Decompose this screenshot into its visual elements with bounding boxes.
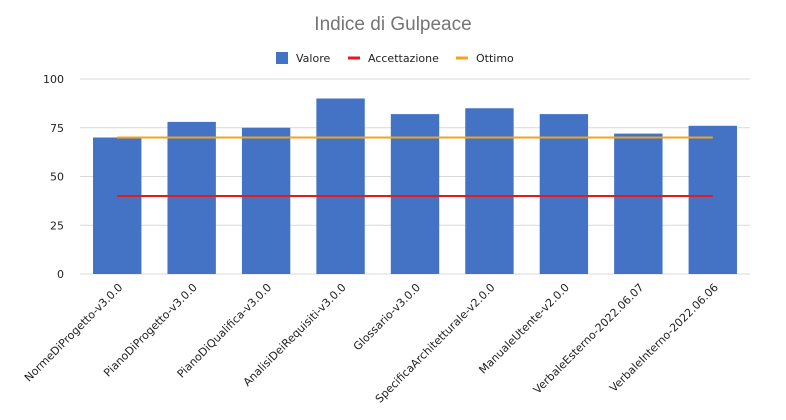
y-tick-label: 50 xyxy=(50,171,64,184)
legend-label: Valore xyxy=(296,52,330,65)
bar xyxy=(688,125,737,274)
bar xyxy=(614,133,663,274)
legend-label: Ottimo xyxy=(476,52,514,65)
bar xyxy=(241,127,291,274)
chart-title: Indice di Gulpeace xyxy=(314,14,472,35)
x-tick-label: SpecificaArchitetturale-v2.0.0 xyxy=(373,281,498,406)
legend-swatch xyxy=(456,56,468,60)
legend-swatch xyxy=(276,52,288,64)
bar xyxy=(465,108,514,274)
bar xyxy=(539,114,589,274)
y-tick-label: 0 xyxy=(57,268,64,281)
legend-swatch xyxy=(348,56,360,60)
x-tick-label: Glossario-v3.0.0 xyxy=(351,281,423,353)
bar xyxy=(390,114,440,274)
bar xyxy=(93,137,142,274)
y-tick-label: 100 xyxy=(43,73,64,86)
bar xyxy=(316,98,365,274)
legend-label: Accettazione xyxy=(368,52,439,65)
bar xyxy=(167,121,216,275)
y-tick-label: 75 xyxy=(50,122,64,135)
y-tick-label: 25 xyxy=(50,219,64,232)
